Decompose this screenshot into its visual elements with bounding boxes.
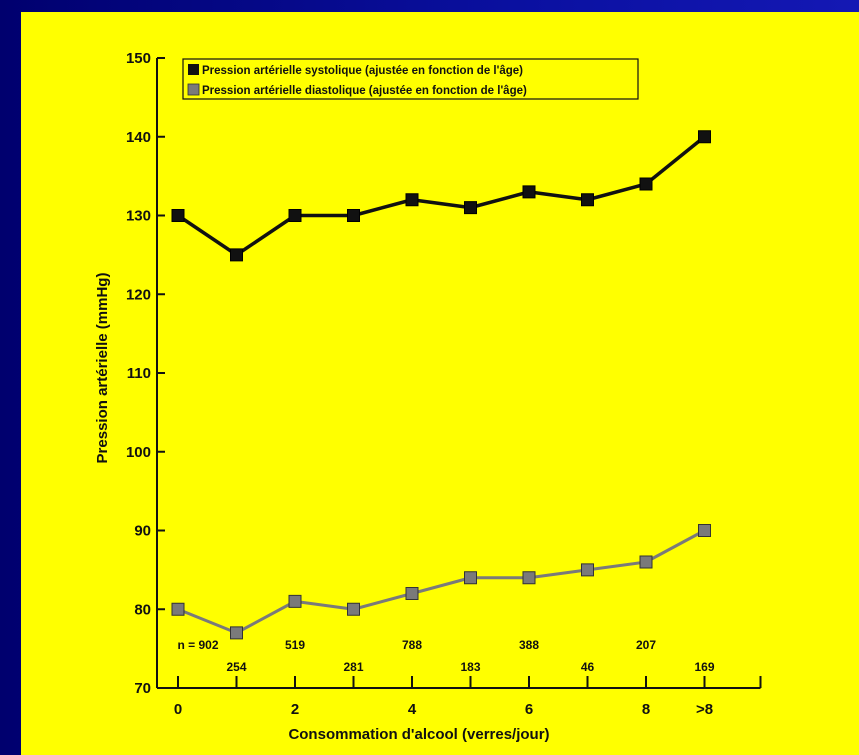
data-point xyxy=(464,201,477,215)
legend-frame xyxy=(182,58,639,100)
y-tick-label: 120 xyxy=(126,286,151,303)
y-tick-label: 90 xyxy=(134,523,151,540)
data-point xyxy=(288,209,302,222)
data-point xyxy=(581,193,594,207)
x-tick-label: >8 xyxy=(696,701,713,718)
data-point xyxy=(522,571,536,585)
axes xyxy=(156,58,761,689)
y-tick-label: 130 xyxy=(126,208,151,225)
data-point xyxy=(171,209,185,222)
legend-diastolic-swatch xyxy=(187,83,200,96)
sample-size-label: 519 xyxy=(285,638,305,652)
sample-size-label: 207 xyxy=(636,638,656,652)
y-tick-label: 150 xyxy=(126,50,151,67)
legend: Pression artérielle systolique (ajustée … xyxy=(182,58,639,100)
data-point xyxy=(347,602,360,616)
slide-panel: 70 80 90 100 110 120 130 140 150 0 2 4 6 8 >8 n = 902… xyxy=(21,12,859,755)
sample-size-label: 788 xyxy=(402,638,422,652)
sample-size-label: 281 xyxy=(343,660,363,674)
x-tick-label: 4 xyxy=(408,701,417,718)
data-point xyxy=(639,177,653,191)
data-point xyxy=(230,248,243,262)
legend-systolic-swatch xyxy=(188,64,199,75)
sample-size-label: 46 xyxy=(581,660,595,674)
data-point xyxy=(405,587,419,600)
y-tick-label: 100 xyxy=(126,444,151,461)
y-axis-title: Pression artérielle (mmHg) xyxy=(94,273,111,464)
series-systolic xyxy=(171,130,711,262)
data-point xyxy=(464,571,477,585)
y-tick-label: 110 xyxy=(127,365,151,382)
y-tick-label: 70 xyxy=(134,680,151,697)
y-tick-label: 80 xyxy=(134,601,151,618)
data-point xyxy=(288,594,302,608)
x-tick-label: 6 xyxy=(525,701,533,718)
series-diastolic xyxy=(171,524,711,640)
x-tick-label: 8 xyxy=(642,701,650,718)
series-line xyxy=(177,529,706,635)
sample-size-labels: n = 902 254 519 281 788 183 388 46 207 169 xyxy=(177,638,714,674)
x-axis-ticks: 0 2 4 6 8 >8 xyxy=(174,676,762,718)
sample-size-label: 183 xyxy=(460,660,480,674)
y-tick-label: 140 xyxy=(126,129,151,146)
data-point xyxy=(171,602,185,616)
data-series xyxy=(171,130,711,640)
y-axis-ticks: 70 80 90 100 110 120 130 140 150 xyxy=(126,50,165,697)
data-point xyxy=(581,563,594,577)
data-point xyxy=(639,555,653,569)
sample-size-label: 254 xyxy=(226,660,246,674)
x-tick-label: 2 xyxy=(291,701,299,718)
data-point xyxy=(698,524,711,537)
series-line xyxy=(177,135,706,257)
data-point xyxy=(230,626,243,640)
x-axis-title: Consommation d'alcool (verres/jour) xyxy=(288,726,549,743)
legend-diastolic-label: Pression artérielle diastolique (ajustée… xyxy=(202,85,527,97)
data-point xyxy=(347,209,360,222)
data-point xyxy=(698,130,711,144)
data-point xyxy=(405,193,419,207)
data-point xyxy=(522,185,536,199)
sample-size-label: 169 xyxy=(694,660,714,674)
legend-systolic-label: Pression artérielle systolique (ajustée … xyxy=(202,65,523,77)
sample-size-label: 388 xyxy=(519,638,539,652)
x-tick-label: 0 xyxy=(174,701,182,718)
sample-size-label: n = 902 xyxy=(177,638,218,652)
